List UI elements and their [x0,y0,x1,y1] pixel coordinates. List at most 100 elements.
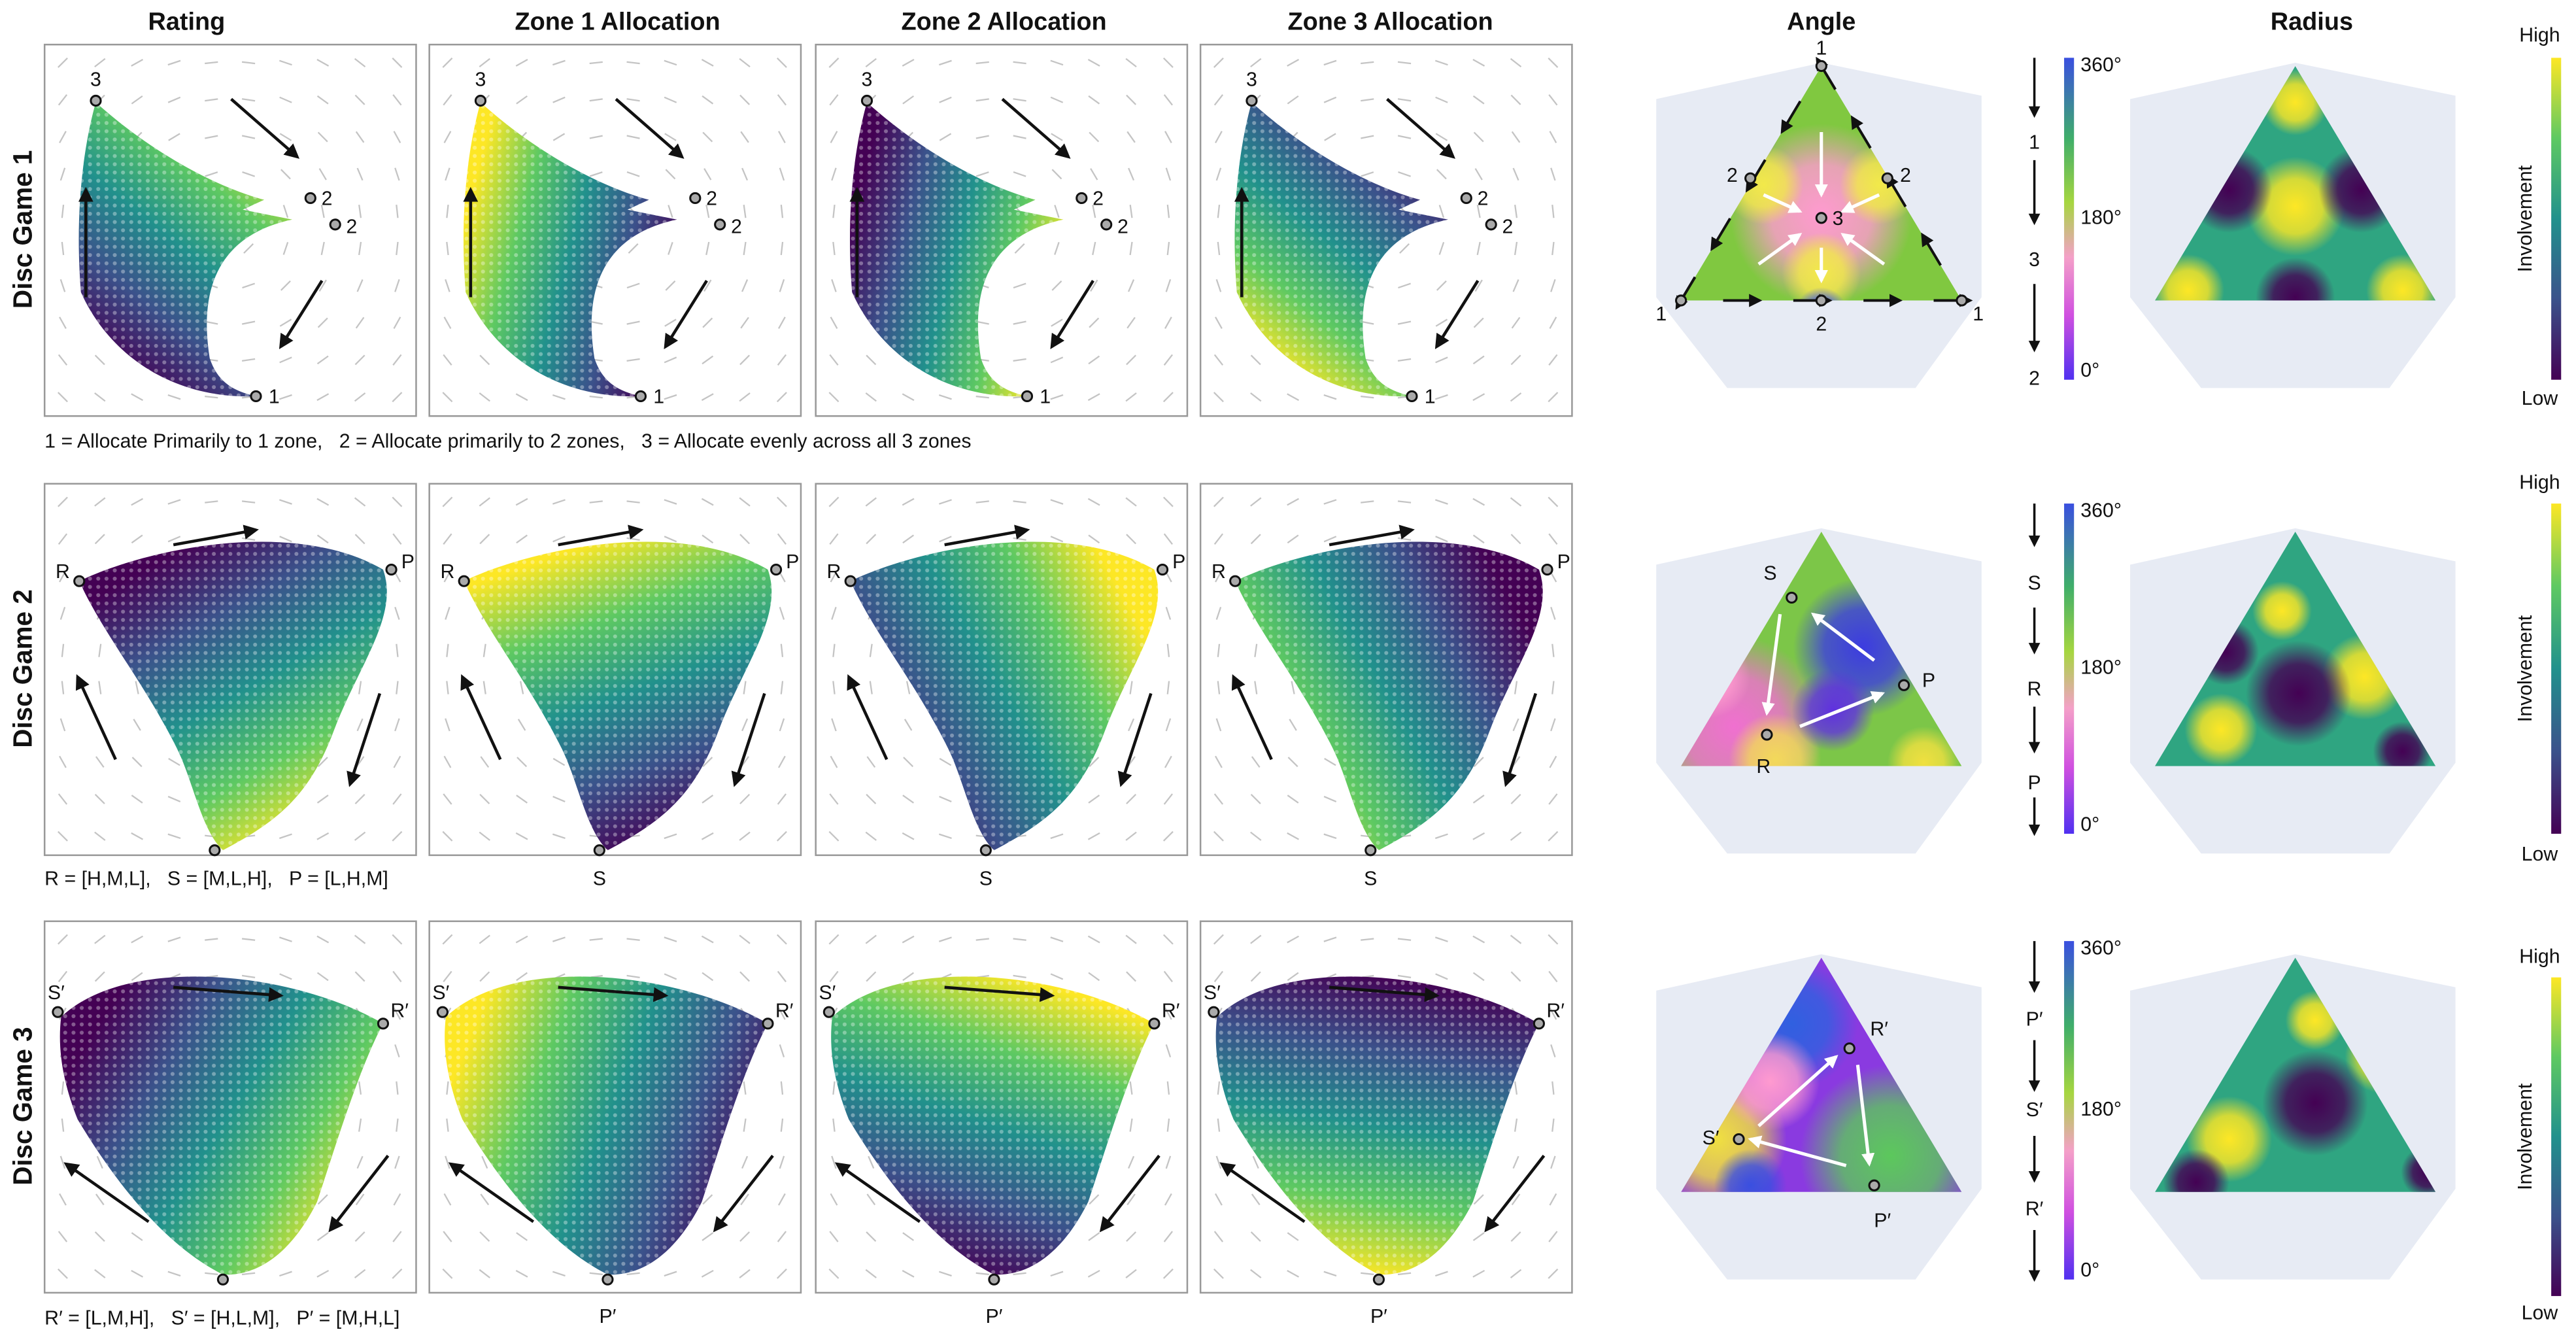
field-dash [1054,205,1060,218]
field-dash [780,205,784,218]
field-dash [443,570,452,583]
field-dash [1129,1081,1133,1095]
field-dash [1165,718,1172,732]
field-dash [1162,496,1174,507]
field-dash [1163,354,1173,366]
field-dash [1126,354,1137,366]
field-dash [552,833,566,840]
anchor-label: 3 [1833,208,1844,230]
field-dash [94,1231,105,1242]
anchor-point [1364,844,1377,857]
field-dash [205,938,218,941]
field-dash [94,971,105,982]
field-dash [1013,61,1026,65]
field-dash [776,496,787,507]
field-dash [1163,793,1173,805]
anchor-point [250,390,262,403]
field-dash [1164,316,1172,329]
field-dash [392,496,403,507]
field-dash [1511,316,1521,329]
field-dash [1129,241,1133,256]
field-dash [515,59,528,67]
field-dash [1550,606,1556,620]
field-dash [866,534,877,545]
field-dash [1473,757,1484,768]
field-dash [1550,167,1556,181]
scatter-panel: 3 22 1 [43,43,417,417]
field-dash [1472,935,1485,944]
field-dash [902,498,915,506]
colorbar-high: High [2519,472,2560,494]
field-dash [131,95,143,105]
field-dash [316,1269,330,1278]
field-dash [58,934,68,945]
field-dash [396,241,399,256]
field-dash [1213,496,1224,507]
field-dash [392,1231,402,1242]
field-dash [205,135,218,139]
field-dash [1514,205,1518,218]
field-dash [1549,316,1557,329]
field-dash [1166,1081,1170,1095]
field-dash [939,133,952,141]
field-dash [1436,169,1447,180]
field-dash [59,718,66,732]
flow-arrow [75,674,117,761]
field-dash [703,168,712,180]
field-dash [59,131,67,143]
field-dash [868,1155,875,1169]
field-dash [869,681,873,694]
field-dash [443,354,452,366]
field-dash [1217,1118,1221,1132]
field-dash [1550,279,1556,292]
field-dash [479,354,490,366]
field-dash [483,681,486,694]
field-dash [394,167,400,181]
field-dash [1323,60,1337,66]
field-dash [356,167,364,181]
field-dash [777,793,787,805]
field-dash [1215,131,1223,143]
field-dash [939,795,952,802]
field-dash [317,317,328,328]
field-dash [778,131,786,143]
field-dash [320,241,325,256]
field-dash [94,354,105,366]
field-dash [664,973,677,980]
field-dash [829,793,839,805]
field-dash [739,354,751,366]
field-dash [902,95,914,105]
scatter-texture [849,102,1064,397]
field-dash [552,394,566,400]
field-dash [442,496,453,507]
flow-arrow [1484,1154,1546,1233]
field-dash [1213,830,1224,842]
flow-arrow [448,1162,535,1223]
anchor-point [822,1006,835,1018]
field-dash [1548,1268,1559,1279]
field-dash [58,1268,68,1279]
field-dash [1361,98,1374,102]
field-dash [167,394,181,400]
angle-arrow [1757,233,1803,266]
scatter-texture [78,102,293,397]
anchor-label: S [979,868,992,890]
scatter-texture [445,976,768,1275]
anchor-point [1533,1018,1545,1030]
colorbar-tick-label: 180° [2080,207,2122,229]
field-dash [279,96,292,103]
field-dash [1434,833,1448,840]
field-dash [1397,1272,1412,1276]
field-dash [939,96,952,103]
field-dash [777,1193,786,1206]
field-dash [1511,1193,1521,1206]
anchor-label: 1 [1425,386,1436,407]
field-dash [1217,681,1221,694]
field-dash [1050,833,1064,840]
colorbar-tick-label: 180° [2080,1099,2122,1120]
flow-arrow [1386,97,1455,159]
field-dash [442,830,453,842]
field-dash [58,970,68,983]
field-dash [443,970,452,983]
